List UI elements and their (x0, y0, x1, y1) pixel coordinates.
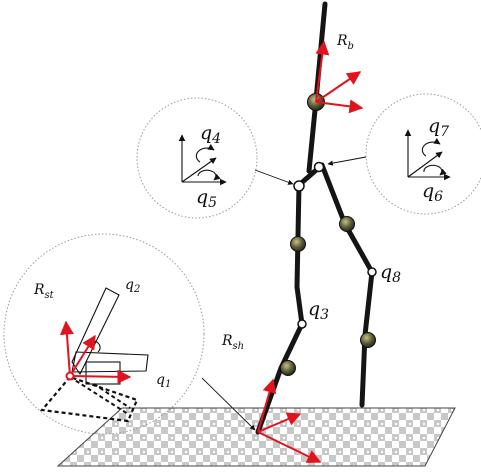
label-r-b: Rb (336, 33, 354, 52)
zoom-circle-ankle (3, 233, 205, 435)
shank-outline (71, 287, 120, 376)
motor-shank-stance (280, 360, 296, 376)
stance-leg (255, 162, 325, 435)
foot-plate (71, 351, 149, 373)
ankle-joint-marker (65, 371, 75, 381)
label-q7: q7 (428, 115, 449, 140)
frame-r-sh (257, 378, 322, 463)
label-q8: q8 (380, 261, 401, 286)
zoom-circle-hip-left (136, 97, 258, 219)
label-q5: q5 (196, 186, 217, 211)
hip-left-axes (178, 134, 227, 186)
joint-hip-right (313, 161, 325, 173)
label-q4: q4 (200, 122, 221, 147)
foot-outline-dashed (39, 375, 139, 423)
hip-right-axes (404, 129, 451, 181)
motor-thigh-stance (290, 236, 306, 252)
label-q6: q6 (422, 180, 443, 205)
label-r-sh: Rsh (221, 333, 244, 352)
label-q1: q1 (156, 372, 171, 390)
joint-knee-swing (367, 267, 377, 277)
label-q2: q2 (125, 277, 140, 295)
ankle-inset (39, 287, 149, 423)
joint-knee-stance (297, 319, 307, 329)
motor-thigh-swing (339, 216, 355, 232)
ankle-block (85, 361, 121, 385)
joint-hip-left (293, 180, 305, 192)
frame-r-b (315, 40, 364, 114)
frame-r-st (59, 320, 132, 384)
robot-legs (255, 1, 375, 435)
label-q3: q3 (308, 298, 329, 323)
label-r-st: Rst (33, 282, 55, 301)
floor-plane (56, 407, 456, 467)
callout-pointers (201, 156, 367, 431)
motor-shank-swing (360, 332, 376, 348)
swing-leg (319, 162, 375, 408)
